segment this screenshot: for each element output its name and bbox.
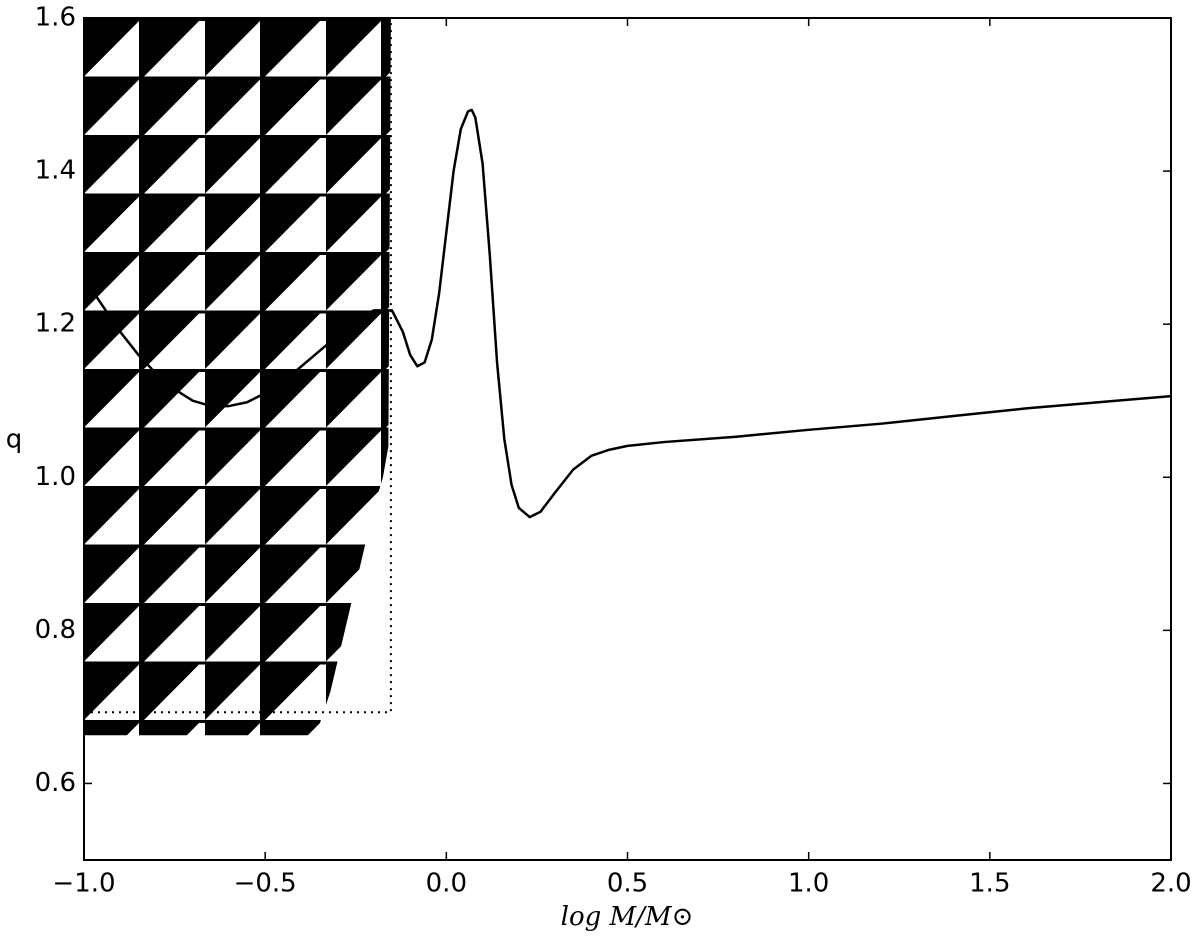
y-tick-label: 0.6 — [35, 768, 76, 798]
x-axis-label: log M/M⊙ — [561, 902, 694, 932]
y-tick-label: 0.8 — [35, 615, 76, 645]
y-axis-label: q — [6, 425, 23, 455]
x-tick-label: 1.5 — [969, 869, 1010, 899]
plot-area — [82, 18, 1172, 736]
y-tick-label: 1.4 — [35, 156, 76, 186]
x-tick-label: 0.5 — [607, 869, 648, 899]
x-tick-label: 2.0 — [1150, 869, 1191, 899]
y-tick-label: 1.2 — [35, 309, 76, 339]
x-tick-label: −1.0 — [52, 869, 115, 899]
y-tick-label: 1.0 — [35, 462, 76, 492]
y-tick-label: 1.6 — [35, 3, 76, 33]
x-tick-label: 1.0 — [788, 869, 829, 899]
x-tick-label: −0.5 — [234, 869, 297, 899]
hatched-region — [84, 18, 391, 736]
x-tick-label: 0.0 — [426, 869, 467, 899]
